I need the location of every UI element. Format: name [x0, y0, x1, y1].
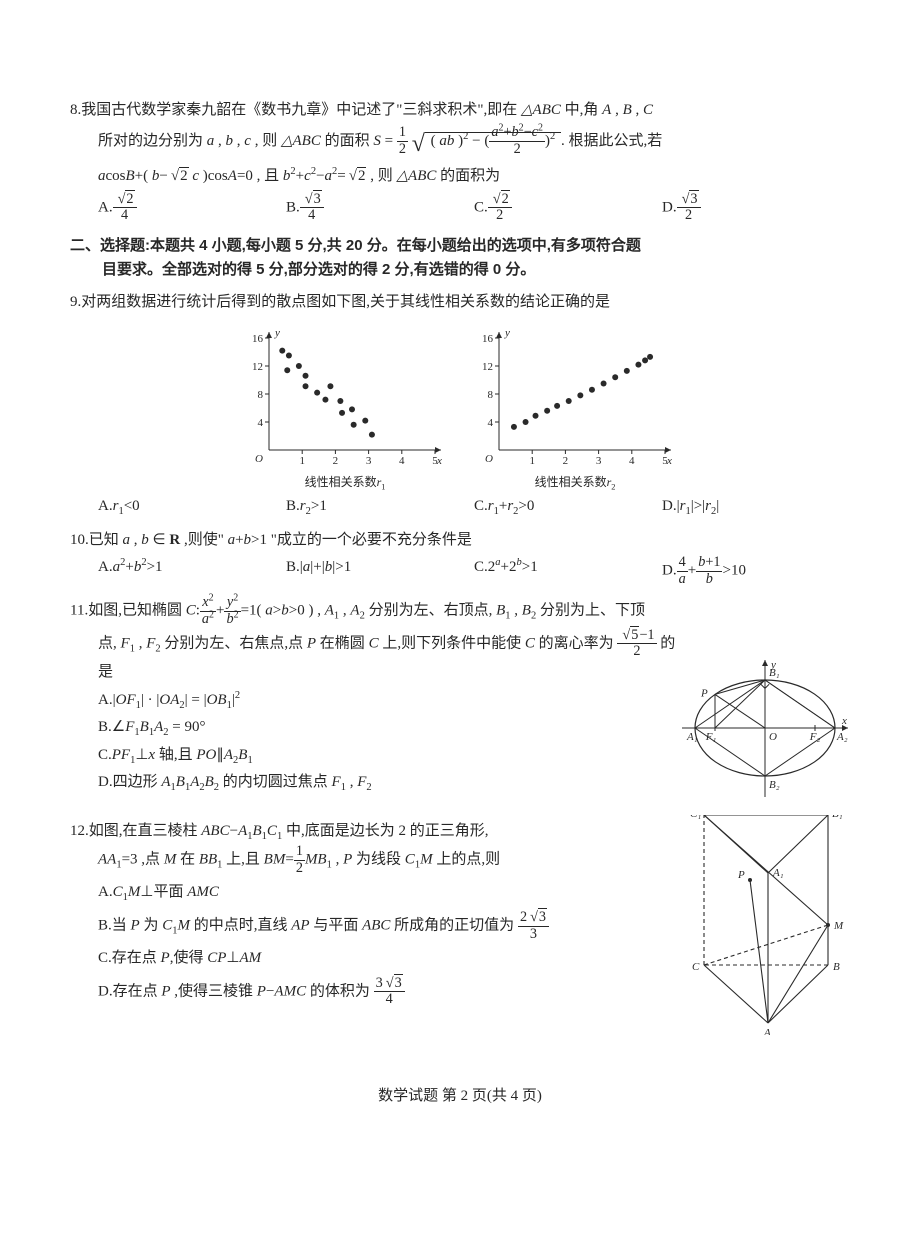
- svg-text:4: 4: [488, 417, 494, 429]
- svg-text:1: 1: [529, 455, 535, 467]
- q9-stem: 9.对两组数据进行统计后得到的散点图如下图,关于其线性相关系数的结论正确的是: [70, 290, 850, 316]
- svg-text:C: C: [692, 961, 700, 973]
- q8-options: A.24 B.34 C.22 D.32: [70, 192, 850, 224]
- q10-opt-a[interactable]: A.a2+b2>1: [98, 555, 286, 587]
- svg-text:O: O: [485, 453, 493, 465]
- q9-opt-c[interactable]: C.r1+r2>0: [474, 494, 662, 520]
- svg-text:x: x: [841, 715, 847, 727]
- svg-text:O: O: [769, 731, 777, 743]
- section-2-line1: 二、选择题:本题共 4 小题,每小题 5 分,共 20 分。在每小题给出的选项中…: [70, 234, 850, 258]
- svg-text:C₁: C₁: [690, 815, 701, 820]
- scatter-chart-2: Oxy12345481216: [465, 322, 685, 472]
- question-9: 9.对两组数据进行统计后得到的散点图如下图,关于其线性相关系数的结论正确的是 O…: [70, 290, 850, 519]
- svg-text:3: 3: [366, 455, 372, 467]
- q8-line1: 8.我国古代数学家秦九韶在《数书九章》中记述了"三斜求积术",即在 △ABC 中…: [70, 98, 850, 124]
- svg-text:8: 8: [258, 389, 264, 401]
- svg-text:M: M: [833, 920, 844, 932]
- svg-text:A₂: A₂: [836, 731, 848, 743]
- svg-text:A₁: A₁: [686, 731, 698, 743]
- q8-text: , 且: [257, 168, 283, 184]
- question-11: 11.如图,已知椭圆 C:x2a2+y2b2=1( a>b>0 ) , A1 ,…: [70, 595, 850, 810]
- q8-opt-d[interactable]: D.32: [662, 192, 850, 224]
- q9-chart-1: Oxy12345481216 线性相关系数r1: [235, 322, 455, 492]
- svg-text:B: B: [833, 961, 840, 973]
- question-12: ABCA₁B₁C₁MP 12.如图,在直三棱柱 ABC−A1B1C1 中,底面是…: [70, 819, 850, 1045]
- q8-text: 所对的边分别为: [98, 133, 207, 149]
- q8-text: . 根据此公式,若: [561, 133, 662, 149]
- q9-opt-a[interactable]: A.r1<0: [98, 494, 286, 520]
- svg-text:B₂: B₂: [769, 779, 780, 791]
- chart2-caption: 线性相关系数r2: [465, 472, 685, 492]
- q8-opt-c[interactable]: C.22: [474, 192, 662, 224]
- q11-figure: A₁A₂B₁B₂F₁F₂OPxy: [680, 656, 850, 811]
- svg-text:A: A: [763, 1027, 771, 1035]
- svg-text:y: y: [770, 659, 776, 671]
- q10-stem: 10.已知 a , b ∈ R ,则使" a+b>1 "成立的一个必要不充分条件…: [70, 528, 850, 554]
- svg-text:B₁: B₁: [832, 815, 843, 820]
- svg-text:A₁: A₁: [772, 867, 784, 879]
- question-8: 8.我国古代数学家秦九韶在《数书九章》中记述了"三斜求积术",即在 △ABC 中…: [70, 98, 850, 224]
- q10-opt-b[interactable]: B.|a|+|b|>1: [286, 555, 474, 587]
- svg-text:4: 4: [399, 455, 405, 467]
- q8-text: , 则: [370, 168, 393, 184]
- svg-text:16: 16: [252, 333, 264, 345]
- svg-text:2: 2: [333, 455, 339, 467]
- scatter-chart-1: Oxy12345481216: [235, 322, 455, 472]
- q8-text: 8.我国古代数学家秦九韶在《数书九章》中记述了"三斜求积术",即在: [70, 102, 517, 118]
- q8-line3: acosB+( b−2 c )cosA=0 , 且 b2+c2−a2=2 , 则…: [70, 164, 850, 190]
- svg-text:O: O: [255, 453, 263, 465]
- q9-opt-d[interactable]: D.|r1|>|r2|: [662, 494, 850, 520]
- svg-text:y: y: [504, 327, 510, 339]
- q8-opt-b[interactable]: B.34: [286, 192, 474, 224]
- svg-text:2: 2: [563, 455, 569, 467]
- page-footer: 数学试题 第 2 页(共 4 页): [70, 1084, 850, 1110]
- q9-options: A.r1<0 B.r2>1 C.r1+r2>0 D.|r1|>|r2|: [70, 494, 850, 520]
- q8-text: 的面积: [325, 133, 374, 149]
- svg-text:5: 5: [432, 455, 438, 467]
- svg-text:4: 4: [258, 417, 264, 429]
- chart1-caption: 线性相关系数r1: [235, 472, 455, 492]
- svg-text:8: 8: [488, 389, 494, 401]
- question-10: 10.已知 a , b ∈ R ,则使" a+b>1 "成立的一个必要不充分条件…: [70, 528, 850, 588]
- svg-text:3: 3: [596, 455, 602, 467]
- section-2-title: 二、选择题:本题共 4 小题,每小题 5 分,共 20 分。在每小题给出的选项中…: [70, 234, 850, 282]
- svg-text:P: P: [737, 869, 745, 881]
- q12-figure: A B C A₁ B₁ C₁ M P: [690, 815, 850, 1045]
- section-2-line2: 目要求。全部选对的得 5 分,部分选对的得 2 分,有选错的得 0 分。: [70, 258, 850, 282]
- prism-figure: A B C A₁ B₁ C₁ M P: [690, 815, 850, 1035]
- svg-text:P: P: [700, 687, 708, 699]
- svg-text:5: 5: [662, 455, 668, 467]
- svg-text:1: 1: [299, 455, 305, 467]
- q10-opt-c[interactable]: C.2a+2b>1: [474, 555, 662, 587]
- svg-text:y: y: [274, 327, 280, 339]
- svg-text:16: 16: [482, 333, 494, 345]
- q11-line1: 11.如图,已知椭圆 C:x2a2+y2b2=1( a>b>0 ) , A1 ,…: [70, 595, 850, 627]
- svg-text:F₂: F₂: [809, 731, 821, 743]
- q8-text: 的面积为: [440, 168, 500, 184]
- q10-options: A.a2+b2>1 B.|a|+|b|>1 C.2a+2b>1 D.4a+b+1…: [70, 555, 850, 587]
- q9-charts: Oxy12345481216 线性相关系数r1 Oxy12345481216 线…: [70, 322, 850, 492]
- svg-text:12: 12: [252, 361, 263, 373]
- q9-opt-b[interactable]: B.r2>1: [286, 494, 474, 520]
- q8-line2: 所对的边分别为 a , b , c , 则 △ABC 的面积 S = 12 √ …: [70, 124, 850, 165]
- ellipse-figure: A₁A₂B₁B₂F₁F₂OPxy: [680, 656, 850, 801]
- q9-chart-2: Oxy12345481216 线性相关系数r2: [465, 322, 685, 492]
- q8-text: 中,角: [565, 102, 603, 118]
- svg-text:F₁: F₁: [705, 731, 717, 743]
- svg-text:4: 4: [629, 455, 635, 467]
- q10-opt-d[interactable]: D.4a+b+1b>10: [662, 555, 850, 587]
- svg-text:12: 12: [482, 361, 493, 373]
- q8-opt-a[interactable]: A.24: [98, 192, 286, 224]
